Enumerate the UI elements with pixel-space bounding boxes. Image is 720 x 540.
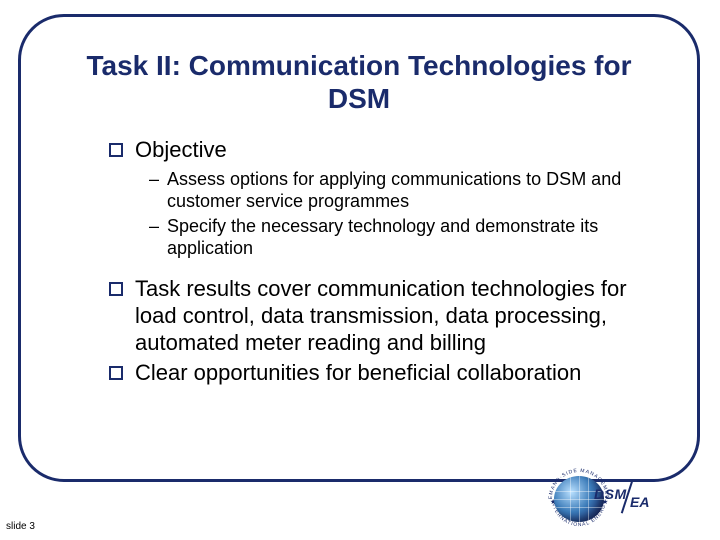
bullet-text: Task results cover communication technol…: [135, 276, 639, 356]
bullet-item: Clear opportunities for beneficial colla…: [109, 360, 639, 387]
dsm-logo: DEMAND·SIDE MANAGEMENT INTERNATIONAL ENE…: [544, 464, 694, 534]
square-bullet-icon: [109, 282, 123, 296]
slide-content: Objective – Assess options for applying …: [49, 137, 669, 387]
slide-number-label: slide 3: [6, 521, 35, 532]
sub-bullet-text: Assess options for applying communicatio…: [167, 168, 639, 213]
logo-text-ea: EA: [630, 494, 649, 510]
bullet-item: Objective: [109, 137, 639, 164]
sub-bullet-item: – Specify the necessary technology and d…: [149, 215, 639, 260]
bullet-text: Objective: [135, 137, 227, 164]
logo-text-dsm: DSM: [594, 486, 627, 502]
sub-bullet-text: Specify the necessary technology and dem…: [167, 215, 639, 260]
bullet-item: Task results cover communication technol…: [109, 276, 639, 356]
square-bullet-icon: [109, 143, 123, 157]
dash-icon: –: [149, 215, 167, 238]
bullet-text: Clear opportunities for beneficial colla…: [135, 360, 581, 387]
dash-icon: –: [149, 168, 167, 191]
slide-frame: Task II: Communication Technologies for …: [18, 14, 700, 482]
slide-title: Task II: Communication Technologies for …: [69, 49, 649, 115]
sub-bullet-item: – Assess options for applying communicat…: [149, 168, 639, 213]
square-bullet-icon: [109, 366, 123, 380]
